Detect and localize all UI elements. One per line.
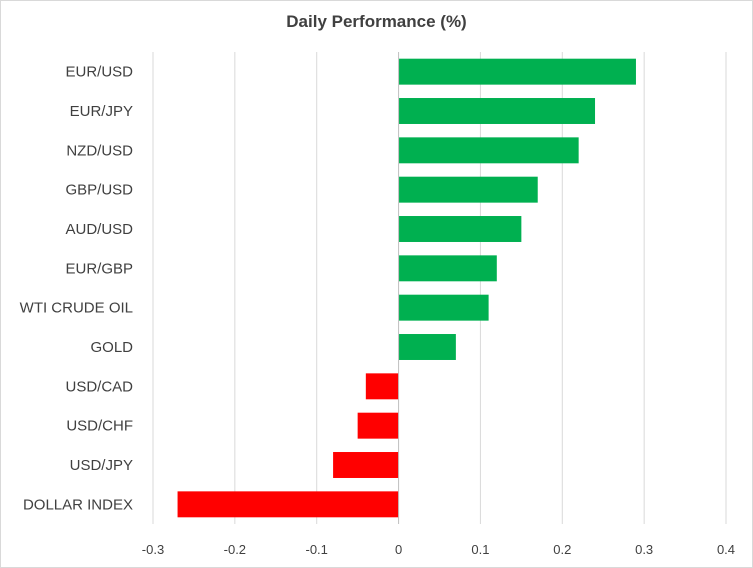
- x-tick--0.2: -0.2: [224, 542, 246, 557]
- category-labels: EUR/USD EUR/JPY NZD/USD GBP/USD AUD/USD EUR/G…: [20, 64, 134, 514]
- category-label-eur-jpy: EUR/JPY: [70, 103, 133, 120]
- bar-eur-jpy: [398, 98, 596, 124]
- category-label-gbp-usd: GBP/USD: [65, 182, 133, 199]
- category-label-dollar-index: DOLLAR INDEX: [23, 496, 133, 513]
- x-tick--0.1: -0.1: [306, 542, 328, 557]
- bar-nzd-usd: [398, 137, 579, 164]
- category-label-usd-cad: USD/CAD: [65, 378, 133, 395]
- x-tick--0.3: -0.3: [142, 542, 164, 557]
- x-tick-0: 0: [395, 542, 402, 557]
- x-tick-0.3: 0.3: [635, 542, 653, 557]
- bar-gbp-usd: [398, 176, 538, 203]
- category-label-usd-chf: USD/CHF: [66, 418, 133, 435]
- bar-usd-chf: [357, 412, 399, 439]
- gridlines: [152, 52, 727, 524]
- category-label-usd-jpy: USD/JPY: [70, 457, 133, 474]
- bar-eur-gbp: [398, 255, 497, 282]
- category-label-eur-usd: EUR/USD: [65, 64, 133, 81]
- bar-usd-jpy: [333, 452, 399, 478]
- category-label-wti-crude-oil: WTI CRUDE OIL: [20, 300, 133, 317]
- x-tick-0.1: 0.1: [471, 542, 489, 557]
- x-tick-0.2: 0.2: [553, 542, 571, 557]
- category-label-eur-gbp: EUR/GBP: [65, 260, 133, 277]
- x-tick-0.4: 0.4: [717, 542, 735, 557]
- bar-eur-usd: [398, 58, 636, 85]
- bar-dollar-index: [177, 491, 399, 518]
- category-label-nzd-usd: NZD/USD: [66, 142, 133, 159]
- chart-title: Daily Performance (%): [286, 12, 467, 31]
- x-tick-labels: -0.3 -0.2 -0.1 0 0.1 0.2 0.3 0.4: [142, 542, 735, 557]
- bar-aud-usd: [398, 216, 522, 242]
- bars: [177, 52, 636, 524]
- bar-usd-cad: [365, 373, 399, 400]
- category-label-aud-usd: AUD/USD: [65, 221, 133, 238]
- bar-gold: [398, 334, 456, 360]
- bar-wti-crude-oil: [398, 294, 489, 321]
- category-label-gold: GOLD: [90, 339, 133, 356]
